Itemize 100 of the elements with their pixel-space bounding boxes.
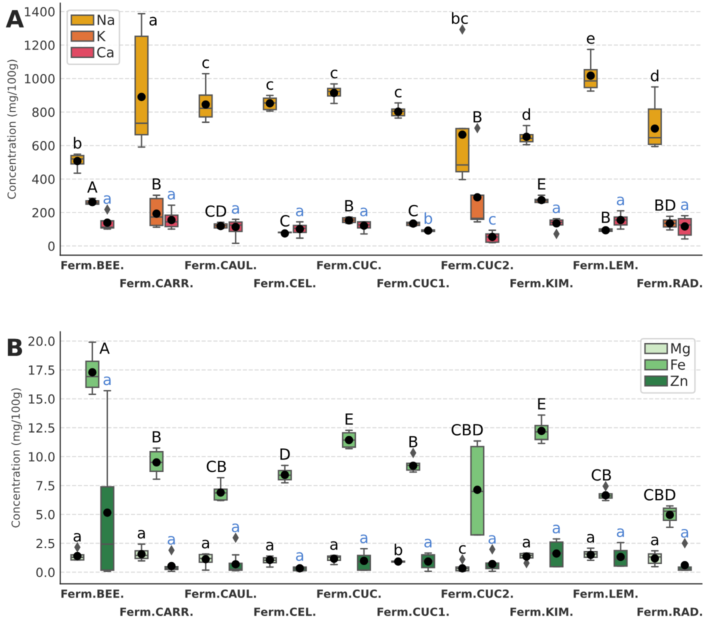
text: E	[346, 414, 353, 425]
text: a	[232, 205, 239, 214]
x-tick-label: Ferm.KIM.	[510, 279, 572, 288]
y-tick-label: 2.5	[36, 538, 54, 548]
text: CBD	[644, 488, 676, 500]
y-axis-title: Concentration (mg/100g)	[11, 388, 22, 528]
text: a	[616, 196, 624, 206]
text: a	[74, 532, 81, 542]
text: CB	[206, 460, 226, 472]
chart-title: B	[8, 338, 22, 356]
text: a	[138, 530, 145, 539]
legend-label: K	[98, 30, 106, 42]
text: a	[651, 536, 658, 546]
text: CD	[205, 205, 226, 217]
text: a	[681, 201, 688, 210]
legend-label: Zn	[670, 376, 688, 386]
x-tick-label: Ferm.CUC2.	[442, 590, 513, 598]
x-tick-label: Ferm.CARR.	[120, 279, 193, 288]
text: a	[424, 538, 432, 548]
x-tick-label: Ferm.CAUL.	[185, 260, 256, 270]
x-tick-label: Ferm.LEM.	[574, 261, 638, 270]
text: B	[152, 178, 161, 190]
text: d	[522, 108, 530, 120]
x-tick-label: Ferm.CAUL.	[185, 590, 256, 598]
y-tick-label: 1200	[24, 40, 55, 50]
x-tick-label: Ferm.BEE.	[61, 590, 124, 598]
x-tick-label: Ferm.CUC1.	[378, 279, 449, 288]
text: a	[296, 552, 304, 561]
text: a	[104, 195, 111, 204]
text: BD	[655, 200, 676, 211]
text: a	[552, 524, 560, 534]
text: a	[168, 190, 175, 200]
y-tick-label: 600	[32, 140, 55, 150]
y-tick-label: 200	[32, 208, 55, 218]
y-tick-label: 400	[32, 174, 55, 184]
x-tick-label: Ferm.CUC.	[317, 590, 381, 598]
text: a	[296, 208, 304, 216]
text: c	[330, 70, 338, 78]
x-tick-label: Ferm.RAD.	[638, 279, 702, 288]
text: b	[74, 136, 82, 149]
text: c	[202, 59, 209, 68]
y-tick-label: 1000	[24, 74, 55, 84]
chart-title: A	[6, 10, 24, 28]
text: a	[330, 541, 338, 550]
text: a	[168, 536, 175, 545]
text: a	[202, 540, 209, 548]
y-tick-label: 7.5	[36, 481, 54, 490]
text: a	[232, 524, 239, 532]
text: c	[394, 88, 402, 98]
text: a	[360, 208, 368, 216]
text: a	[360, 534, 368, 544]
x-tick-label: Ferm.RAD.	[638, 608, 702, 616]
text: B	[602, 212, 610, 223]
text: bc	[452, 12, 468, 24]
x-tick-label: Ferm.BEE.	[61, 261, 124, 270]
text: a	[586, 534, 594, 543]
text: B	[345, 200, 354, 212]
y-tick-label: 10.0	[28, 452, 55, 462]
text: c	[266, 81, 274, 90]
y-tick-label: 1400	[24, 7, 55, 16]
text: A	[87, 181, 98, 193]
legend-label: Mg	[671, 343, 690, 356]
text: a	[681, 528, 688, 538]
x-tick-label: Ferm.KIM.	[510, 608, 572, 616]
y-tick-label: 0.0	[36, 568, 55, 578]
text: a	[104, 376, 111, 386]
text: a	[266, 542, 274, 551]
text: c	[459, 545, 466, 554]
text: a	[522, 538, 530, 548]
text: B	[409, 436, 418, 448]
x-tick-label: Ferm.CUC1.	[378, 608, 449, 616]
legend-label: Na	[98, 14, 114, 26]
x-tick-label: Ferm.CUC2.	[442, 260, 513, 270]
text: C	[408, 204, 418, 216]
text: b	[424, 212, 432, 224]
text: C	[280, 215, 290, 227]
legend-label: Fe	[671, 360, 686, 370]
x-tick-label: Ferm.LEM.	[574, 590, 638, 598]
y-axis-title: Concentration (mg/100g)	[7, 60, 18, 199]
text: e	[586, 35, 595, 44]
x-tick-label: Ferm.CUC.	[317, 260, 381, 270]
text: c	[488, 216, 496, 225]
text: A	[99, 342, 110, 354]
text: B	[474, 111, 482, 122]
y-tick-label: 15.0	[28, 394, 55, 404]
text: CBD	[452, 424, 483, 436]
text: d	[650, 70, 658, 82]
text: CB	[592, 469, 611, 481]
text: b	[394, 544, 402, 556]
text: B	[152, 431, 161, 442]
y-tick-label: 20.0	[28, 336, 55, 346]
text: E	[538, 178, 546, 190]
text: D	[280, 448, 290, 460]
text: a	[552, 204, 560, 214]
y-tick-label: 5.0	[36, 510, 55, 520]
x-tick-label: Ferm.CEL.	[254, 608, 316, 616]
x-tick-label: Ferm.CARR.	[120, 608, 193, 616]
y-tick-label: 0	[48, 241, 55, 251]
x-tick-label: Ferm.CEL.	[254, 279, 316, 288]
y-tick-label: 800	[32, 108, 55, 117]
